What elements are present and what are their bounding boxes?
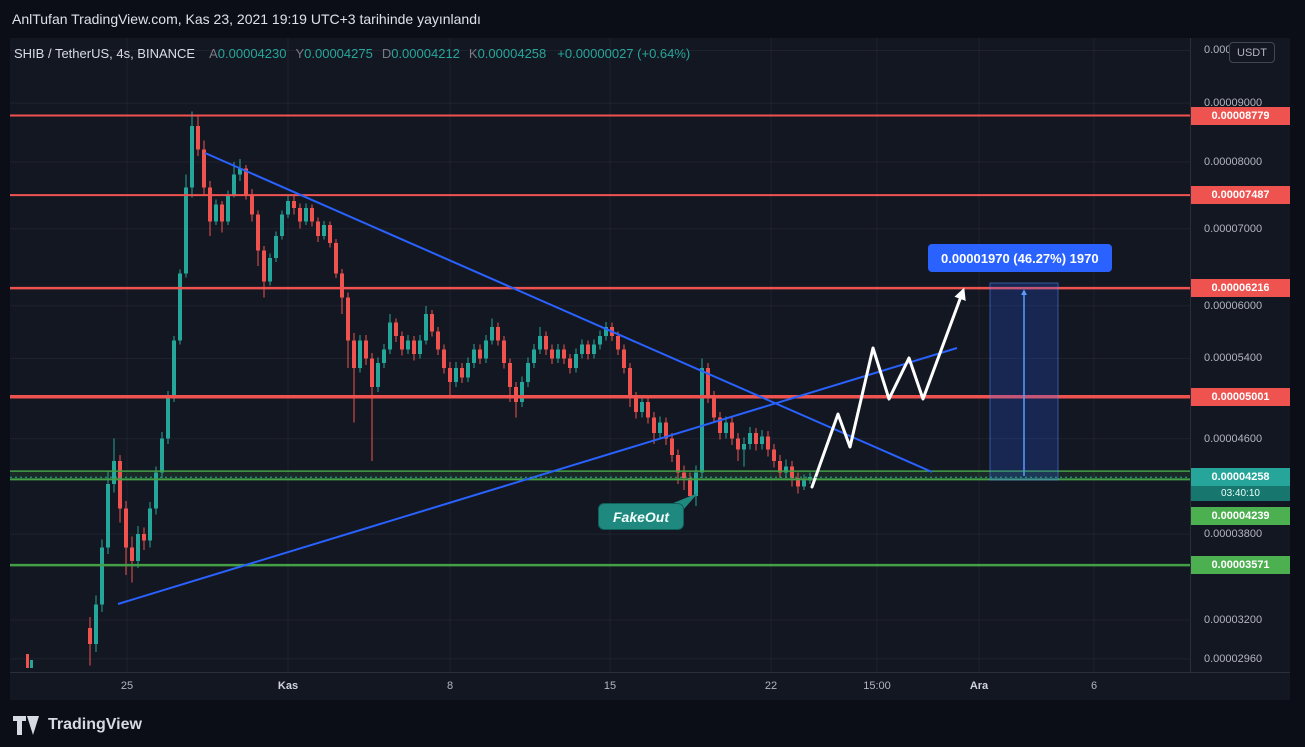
chart-panel[interactable]: SHIB / TetherUS, 4s, BINANCE A0.00004230… [10, 38, 1290, 700]
price-level-label: 0.00003571 [1191, 556, 1290, 575]
price-axis-label: 0.00008000 [1204, 156, 1263, 168]
volume-bar [30, 660, 33, 668]
chart-plot[interactable] [10, 38, 1190, 672]
support-zone [10, 471, 1190, 480]
candles [88, 111, 812, 666]
price-axis-label: 0.00003200 [1204, 613, 1263, 626]
price-axis-label: 0.00003800 [1204, 528, 1263, 541]
ohlc-low: D0.00004212 [381, 46, 460, 61]
brand-name: TradingView [48, 716, 142, 733]
descending-trendline[interactable] [204, 152, 933, 473]
bar-countdown: 03:40:10 [1191, 486, 1290, 502]
price-axis-label: 0.00004600 [1204, 432, 1263, 445]
time-axis-label: 8 [446, 680, 454, 692]
time-axis-label: 6 [1090, 680, 1098, 692]
volume-bar [26, 654, 29, 668]
price-level-label: 0.00008779 [1191, 106, 1290, 125]
publish-header: AnlTufan TradingView.com, Kas 23, 2021 1… [0, 0, 1305, 38]
change-value: +0.00000027 (+0.64%) [557, 46, 691, 61]
tradingview-logo-icon [13, 715, 39, 735]
fakeout-note[interactable]: FakeOut [598, 503, 685, 530]
ohlc-open: A0.00004230 [209, 46, 287, 61]
symbol-legend: SHIB / TetherUS, 4s, BINANCE A0.00004230… [14, 46, 690, 61]
time-axis-label: 25 [120, 680, 134, 692]
price-level-label: 0.00004239 [1191, 507, 1290, 525]
zigzag-arrow[interactable] [810, 287, 966, 489]
time-axis-label: Ara [969, 680, 989, 692]
price-axis-label: 0.00006000 [1204, 299, 1263, 312]
time-axis[interactable]: 25 Kas 8 15 22 15:00 Ara 6 [10, 672, 1290, 700]
time-axis-label: 15 [603, 680, 617, 692]
time-axis-label: 15:00 [863, 680, 891, 692]
ascending-trendline[interactable] [117, 347, 958, 605]
ohlc-close: K0.00004258 [468, 46, 547, 61]
price-range-label[interactable]: 0.00001970 (46.27%) 1970 [928, 244, 1112, 272]
current-price-value: 0.00004258 [1191, 468, 1290, 487]
price-axis-label: 0.00007000 [1204, 222, 1263, 235]
footer-logo-link[interactable]: TradingView [12, 710, 142, 740]
price-level-label: 0.00007487 [1191, 186, 1290, 205]
price-axis-label: 0.00009000 [1204, 97, 1263, 110]
price-level-label: 0.00006216 [1191, 279, 1290, 298]
price-axis-label: 0.00005400 [1204, 352, 1263, 365]
publish-title: AnlTufan TradingView.com, Kas 23, 2021 1… [12, 11, 481, 27]
symbol-title: SHIB / TetherUS, 4s, BINANCE [14, 46, 196, 61]
price-axis[interactable]: 0.000100000.000090000.000080000.00007000… [1190, 38, 1290, 672]
currency-toggle-button[interactable]: USDT [1229, 42, 1275, 63]
current-price-label: 0.00004258 03:40:10 [1191, 468, 1290, 502]
time-axis-label: Kas [277, 680, 299, 692]
price-level-label: 0.00005001 [1191, 387, 1290, 406]
time-axis-label: 22 [764, 680, 778, 692]
price-axis-label: 0.00002960 [1204, 652, 1263, 665]
ohlc-high: Y0.00004275 [295, 46, 373, 61]
